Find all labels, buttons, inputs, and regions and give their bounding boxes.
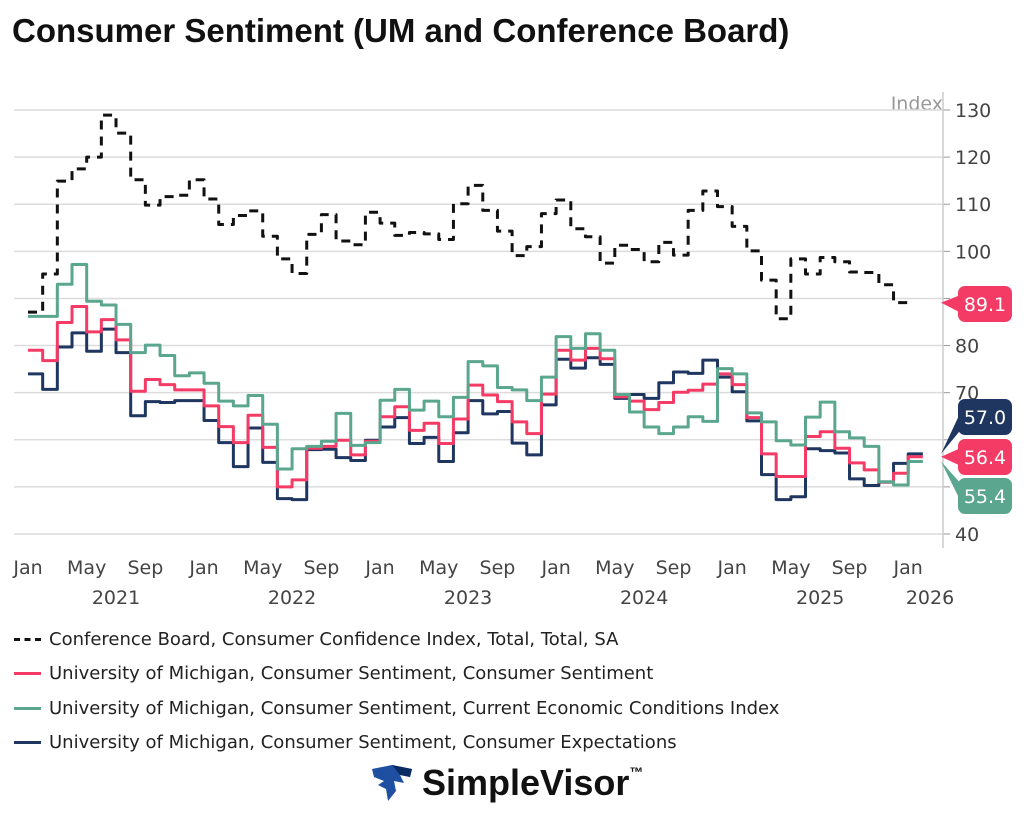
x-tick-label: May — [67, 557, 106, 579]
y-tick-label: 100 — [955, 241, 991, 263]
series-line-1 — [28, 304, 923, 489]
x-tick-label: May — [419, 557, 458, 579]
callout-pointer — [941, 407, 963, 454]
logo-text: SimpleVisor™ — [422, 762, 644, 803]
x-year-label: 2026 — [906, 587, 954, 609]
x-tick-label: Jan — [893, 557, 923, 579]
y-tick-label: 110 — [955, 194, 991, 216]
legend-label: University of Michigan, Consumer Sentime… — [49, 663, 654, 685]
x-tick-label: Jan — [540, 557, 570, 579]
legend-swatch — [14, 672, 41, 676]
x-tick-label: Sep — [127, 557, 163, 579]
callout-value: 56.4 — [964, 447, 1006, 469]
x-tick-label: Jan — [364, 557, 394, 579]
legend-swatch — [14, 741, 41, 745]
x-tick-label: May — [243, 557, 282, 579]
x-year-label: 2023 — [444, 587, 492, 609]
callout-box — [958, 399, 1012, 435]
legend-label: University of Michigan, Consumer Sentime… — [49, 732, 677, 754]
series-line-2 — [28, 263, 923, 487]
y-tick-label: 120 — [955, 147, 991, 169]
callout-value: 55.4 — [964, 486, 1006, 508]
legend-item: Conference Board, Consumer Confidence In… — [14, 622, 779, 657]
eagle-icon — [372, 765, 412, 801]
legend-label: University of Michigan, Consumer Sentime… — [49, 697, 780, 719]
legend-swatch — [14, 706, 41, 710]
chart-plot: Index Jan May Sep Jan May Sep Jan May Sep Jan May S… — [12, 92, 1012, 609]
x-year-label: 2025 — [796, 587, 844, 609]
legend-label: Conference Board, Consumer Confidence In… — [49, 628, 619, 650]
x-tick-label: Sep — [480, 557, 516, 579]
x-year-label: 2021 — [92, 587, 140, 609]
simplevisor-logo: SimpleVisor™ — [370, 762, 643, 804]
callout-pointer — [941, 461, 963, 506]
y-axis-label: Index — [891, 93, 943, 115]
legend: Conference Board, Consumer Confidence In… — [14, 622, 779, 760]
x-tick-label: Sep — [303, 557, 339, 579]
callout-box — [958, 439, 1012, 475]
callout-box — [958, 478, 1012, 514]
legend-swatch — [14, 637, 41, 641]
legend-item: University of Michigan, Consumer Sentime… — [14, 726, 779, 761]
x-tick-label: Sep — [656, 557, 692, 579]
x-tick-label: May — [595, 557, 634, 579]
x-tick-label: Jan — [717, 557, 747, 579]
x-year-label: 2024 — [620, 587, 668, 609]
callout-box — [958, 286, 1012, 322]
chart-title: Consumer Sentiment (UM and Conference Bo… — [12, 12, 790, 49]
y-tick-label: 80 — [955, 336, 979, 358]
legend-item: University of Michigan, Consumer Sentime… — [14, 657, 779, 692]
y-tick-label: 130 — [955, 100, 991, 122]
callout-value: 57.0 — [964, 407, 1006, 429]
callout-value: 89.1 — [964, 294, 1006, 316]
x-tick-label: May — [771, 557, 810, 579]
x-year-label: 2022 — [268, 587, 316, 609]
series-line-0 — [28, 113, 909, 321]
x-tick-label: Sep — [832, 557, 868, 579]
y-tick-label: 40 — [955, 524, 979, 546]
x-tick-label: Jan — [12, 557, 42, 579]
x-tick-label: Jan — [188, 557, 218, 579]
callout-pointer — [941, 447, 963, 467]
legend-item: University of Michigan, Consumer Sentime… — [14, 691, 779, 726]
callout-pointer — [941, 294, 963, 314]
